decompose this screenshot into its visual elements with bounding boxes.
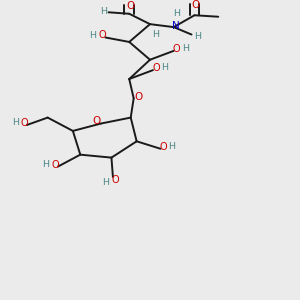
Text: H: H <box>168 142 175 152</box>
Text: O: O <box>152 63 160 73</box>
Text: O: O <box>134 92 142 102</box>
Text: H: H <box>89 31 97 40</box>
Text: O: O <box>173 44 181 54</box>
Text: O: O <box>191 1 200 10</box>
Text: O: O <box>92 116 101 126</box>
Text: H: H <box>161 63 168 72</box>
Text: O: O <box>21 118 28 128</box>
Text: O: O <box>51 160 59 170</box>
Text: O: O <box>112 175 119 185</box>
Text: O: O <box>99 30 106 40</box>
Text: H: H <box>173 9 180 18</box>
Text: H: H <box>152 30 159 39</box>
Text: H: H <box>100 7 106 16</box>
Text: H: H <box>194 32 201 40</box>
Text: N: N <box>172 21 180 31</box>
Text: H: H <box>42 160 49 169</box>
Text: O: O <box>160 142 167 152</box>
Text: H: H <box>102 178 109 187</box>
Text: H: H <box>182 44 189 53</box>
Text: H: H <box>12 118 19 127</box>
Text: O: O <box>126 1 134 11</box>
